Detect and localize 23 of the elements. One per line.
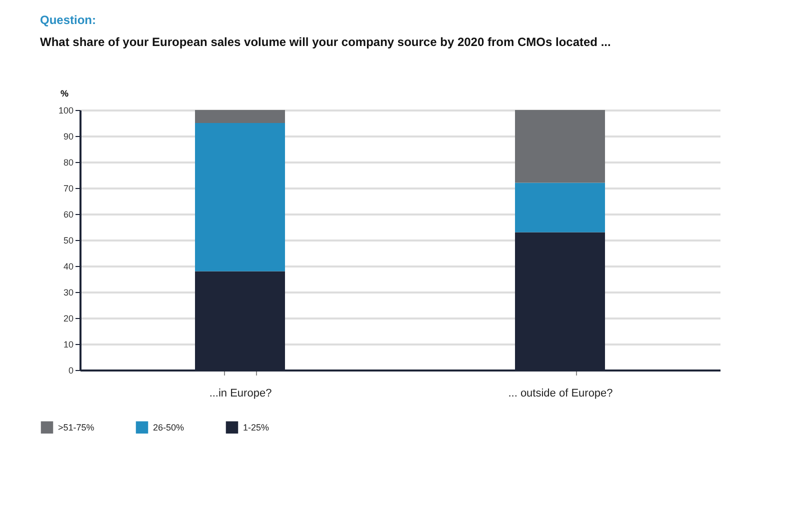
- y-tick-label: 10: [63, 340, 74, 350]
- y-tick-label: 0: [68, 366, 74, 376]
- bar: [515, 182, 605, 232]
- legend-label: 26-50%: [153, 422, 184, 432]
- chart-subtitle: What share of your European sales volume will your company source by 2020 from CMOs located ...: [40, 35, 611, 49]
- legend-label: >51-75%: [58, 422, 94, 432]
- y-axis-title: %: [60, 88, 68, 98]
- y-tick-label: 90: [63, 132, 74, 142]
- y-tick-label: 70: [63, 184, 74, 194]
- x-tick-label: ...in Europe?: [209, 388, 272, 400]
- legend-label: 1-25%: [243, 422, 270, 432]
- y-tick-label: 50: [63, 236, 74, 246]
- x-tick-label: ... outside of Europe?: [508, 388, 613, 400]
- y-tick-label: 80: [63, 158, 74, 168]
- y-tick-label: 20: [63, 314, 74, 324]
- bar: [195, 123, 285, 272]
- bar: [515, 110, 605, 183]
- chart-title: Question:: [40, 13, 96, 27]
- y-tick-label: 30: [63, 288, 74, 298]
- y-tick-label: 40: [63, 262, 74, 272]
- y-tick-label: 60: [63, 210, 74, 220]
- bar: [195, 110, 285, 123]
- y-tick-label: 100: [58, 106, 74, 116]
